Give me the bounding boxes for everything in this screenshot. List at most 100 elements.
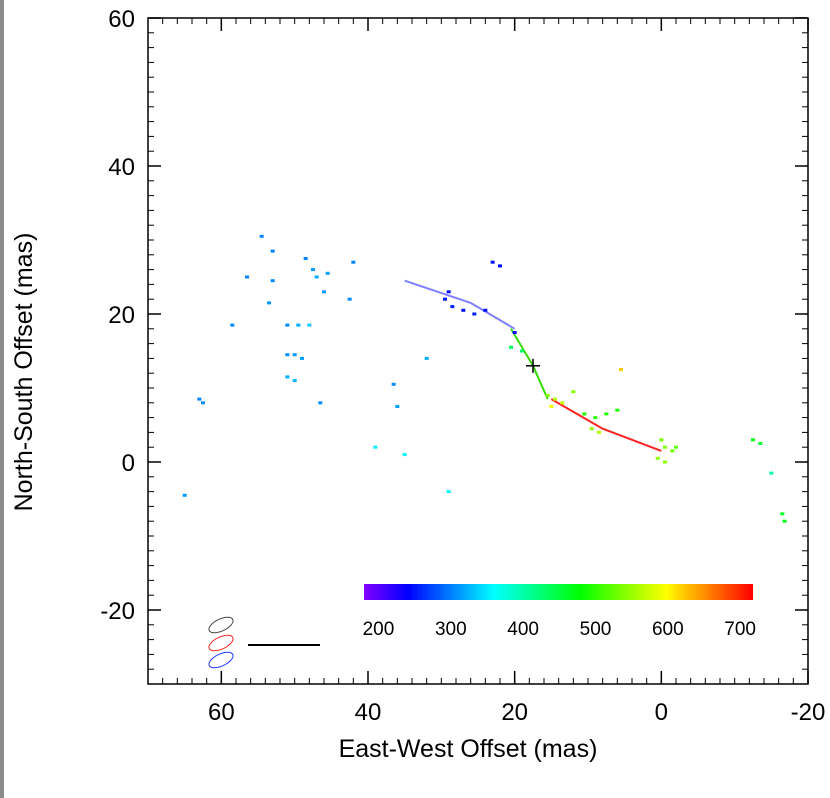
data-line: [550, 398, 662, 452]
beam-ellipse-red: [208, 634, 234, 652]
color-scale-segment: [713, 584, 717, 600]
data-point: [549, 405, 554, 408]
x-tick-label: 40: [355, 699, 382, 726]
color-scale-segment: [479, 584, 482, 600]
y-tick-label: 40: [108, 154, 135, 181]
data-point: [182, 493, 187, 497]
color-scale-segment: [687, 584, 691, 600]
color-scale-segment: [448, 584, 452, 600]
color-scale-segment: [698, 584, 701, 600]
data-point: [300, 356, 304, 360]
color-scale-segment: [689, 584, 693, 600]
color-scale-segment: [741, 584, 745, 600]
data-point: [318, 401, 323, 405]
color-scale-segment: [656, 584, 660, 600]
color-scale-segment: [622, 584, 626, 600]
color-scale-bar: [364, 584, 754, 600]
major-ticks: [148, 17, 809, 684]
data-point: [197, 397, 202, 401]
color-scale-label: 300: [435, 619, 467, 640]
color-scale-segment: [737, 584, 741, 600]
data-point: [285, 323, 290, 327]
color-scale-segment: [372, 584, 376, 600]
color-scale-segment: [370, 584, 374, 600]
color-scale-segment: [724, 584, 728, 600]
color-scale-segment: [463, 584, 467, 600]
color-scale-segment: [615, 584, 619, 600]
color-scale-segment: [691, 584, 695, 600]
x-axis-title: East-West Offset (mas): [339, 735, 598, 763]
beam-ellipse-gray: [208, 616, 234, 634]
x-tick-label: 20: [501, 699, 528, 726]
data-point: [292, 353, 297, 357]
color-scale-segment: [730, 584, 734, 600]
color-scale-segment: [481, 584, 484, 600]
data-point: [655, 456, 660, 460]
color-scale-segment: [739, 584, 743, 600]
color-scale-segment: [609, 584, 612, 600]
color-scale-segment: [509, 584, 513, 600]
color-scale-segment: [455, 584, 458, 600]
data-line: [510, 328, 549, 400]
color-scale-label: 700: [724, 619, 756, 640]
x-tick-labels: 60 40 20 0 -20: [208, 699, 825, 726]
data-point: [395, 405, 400, 408]
data-point: [446, 290, 451, 294]
color-scale-segment: [561, 584, 565, 600]
color-scale-segment: [557, 584, 560, 600]
color-scale-segment: [409, 584, 413, 600]
data-point: [472, 312, 477, 316]
color-scale-segment: [552, 584, 556, 600]
color-scale-segment: [381, 584, 385, 600]
data-point: [314, 275, 319, 279]
data-point: [490, 260, 495, 264]
color-scale-segment: [654, 584, 658, 600]
color-scale-segment: [526, 584, 530, 600]
color-scale-label: 200: [363, 619, 395, 640]
data-point: [450, 305, 455, 309]
data-point: [553, 397, 557, 401]
color-scale-segment: [717, 584, 721, 600]
x-tick-label: -20: [791, 699, 826, 726]
color-scale-segment: [457, 584, 461, 600]
color-scale-segment: [696, 584, 699, 600]
color-scale-segment: [437, 584, 441, 600]
data-point: [597, 430, 601, 434]
color-scale-segment: [602, 584, 606, 600]
data-point: [498, 264, 502, 268]
data-point: [347, 297, 352, 301]
data-point: [373, 445, 378, 449]
color-scale-segment: [407, 584, 411, 600]
data-point: [424, 356, 429, 360]
color-scale-segment: [431, 584, 435, 600]
color-scale-segment: [496, 584, 500, 600]
color-scale-segment: [541, 584, 545, 600]
color-scale-segment: [596, 584, 599, 600]
color-scale-segment: [518, 584, 521, 600]
color-scale-segment: [537, 584, 541, 600]
beam-ellipse-blue: [208, 651, 234, 669]
color-scale-segment: [505, 584, 508, 600]
color-scale-segment: [520, 584, 524, 600]
color-scale-segment: [628, 584, 632, 600]
color-scale-segment: [572, 584, 576, 600]
data-point: [589, 427, 594, 431]
data-point: [512, 331, 517, 334]
color-scale-segment: [693, 584, 697, 600]
color-scale-segment: [594, 584, 597, 600]
data-point: [751, 438, 755, 442]
data-point: [663, 445, 667, 449]
color-scale-segment: [604, 584, 608, 600]
data-point: [307, 323, 312, 327]
color-scale-segment: [524, 584, 528, 600]
data-point: [285, 353, 290, 357]
color-scale-segment: [646, 584, 649, 600]
color-scale-label: 600: [652, 619, 684, 640]
color-scale-segment: [426, 584, 430, 600]
color-scale-segment: [633, 584, 636, 600]
color-scale-segment: [422, 584, 426, 600]
color-scale-segment: [374, 584, 378, 600]
data-point: [782, 519, 787, 523]
color-scale-segment: [398, 584, 402, 600]
